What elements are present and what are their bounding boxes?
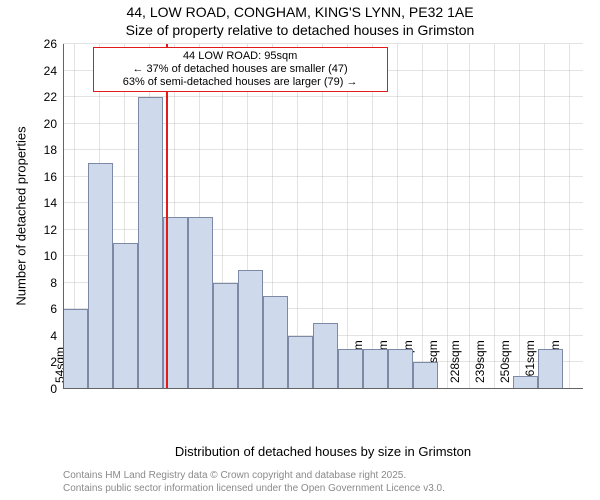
histogram-bar <box>538 349 563 389</box>
annotation-line: 63% of semi-detached houses are larger (… <box>98 76 383 89</box>
grid-v <box>519 44 520 389</box>
histogram-bar <box>113 243 138 389</box>
histogram-bar <box>213 283 238 389</box>
ytick-label: 4 <box>50 329 63 343</box>
ytick-label: 26 <box>44 37 63 51</box>
ytick-label: 16 <box>44 170 63 184</box>
annotation-line: ← 37% of detached houses are smaller (47… <box>98 63 383 76</box>
ytick-label: 12 <box>44 223 63 237</box>
chart-container: 44, LOW ROAD, CONGHAM, KING'S LYNN, PE32… <box>0 0 600 500</box>
grid-v <box>397 44 398 389</box>
y-axis-label: Number of detached properties <box>14 126 29 305</box>
footer-attribution: Contains HM Land Registry data © Crown c… <box>63 470 445 495</box>
histogram-bar <box>513 376 538 389</box>
ytick-label: 22 <box>44 90 63 104</box>
histogram-bar <box>388 349 413 389</box>
annotation-box: 44 LOW ROAD: 95sqm← 37% of detached hous… <box>93 47 388 93</box>
xtick-label: 228sqm <box>448 340 462 389</box>
grid-v <box>569 44 570 389</box>
plot-area: 0246810121416182022242654sqm65sqm76sqm87… <box>63 44 583 389</box>
histogram-bar <box>263 296 288 389</box>
y-axis-line <box>63 44 64 389</box>
x-axis-label: Distribution of detached houses by size … <box>175 444 471 459</box>
title-line-2: Size of property relative to detached ho… <box>0 22 600 38</box>
footer-line-1: Contains HM Land Registry data © Crown c… <box>63 470 445 483</box>
xtick-label: 250sqm <box>498 340 512 389</box>
grid-v <box>372 44 373 389</box>
ytick-label: 20 <box>44 117 63 131</box>
ytick-label: 6 <box>50 302 63 316</box>
grid-v <box>447 44 448 389</box>
histogram-bar <box>288 336 313 389</box>
grid-v <box>494 44 495 389</box>
grid-v <box>469 44 470 389</box>
ytick-label: 10 <box>44 249 63 263</box>
ytick-label: 18 <box>44 143 63 157</box>
ytick-label: 24 <box>44 64 63 78</box>
annotation-line: 44 LOW ROAD: 95sqm <box>98 50 383 63</box>
histogram-bar <box>413 362 438 389</box>
footer-line-2: Contains public sector information licen… <box>63 483 445 496</box>
histogram-bar <box>238 270 263 389</box>
grid-v <box>544 44 545 389</box>
title-line-1: 44, LOW ROAD, CONGHAM, KING'S LYNN, PE32… <box>0 4 600 20</box>
x-axis-line <box>63 388 583 389</box>
histogram-bar <box>188 217 213 390</box>
histogram-bar <box>363 349 388 389</box>
histogram-bar <box>313 323 338 389</box>
grid-h <box>63 43 583 44</box>
histogram-bar <box>338 349 363 389</box>
ytick-label: 14 <box>44 196 63 210</box>
property-marker-line <box>166 44 168 389</box>
grid-v <box>422 44 423 389</box>
ytick-label: 8 <box>50 276 63 290</box>
grid-v <box>347 44 348 389</box>
histogram-bar <box>138 97 163 389</box>
histogram-bar <box>63 309 88 389</box>
xtick-label: 239sqm <box>473 340 487 389</box>
histogram-bar <box>88 163 113 389</box>
